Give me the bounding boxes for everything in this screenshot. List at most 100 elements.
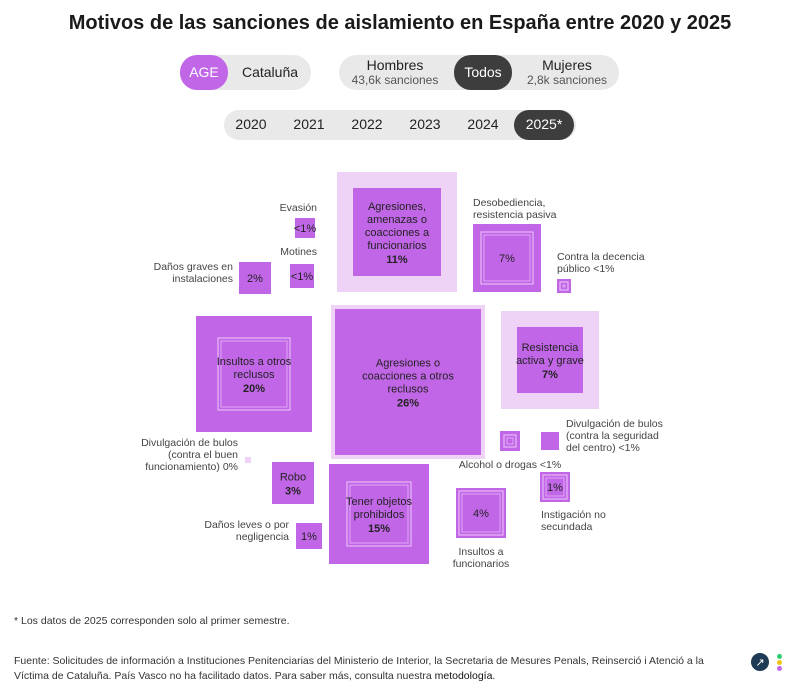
- category-label-with-value: del centro) <1%: [566, 442, 640, 454]
- category-square-ring[interactable]: [506, 437, 514, 445]
- year-option-2022[interactable]: 2022: [340, 110, 394, 140]
- category-label: activa y grave: [516, 355, 584, 367]
- category-square[interactable]: [329, 464, 429, 564]
- brand-dots-icon: [777, 654, 785, 671]
- year-option-2023[interactable]: 2023: [398, 110, 452, 140]
- category-label: funcionarios: [453, 558, 510, 570]
- category-square-ring[interactable]: [562, 284, 566, 288]
- category-square[interactable]: [196, 316, 312, 432]
- category-value: 3%: [285, 486, 301, 498]
- category-square[interactable]: [540, 472, 570, 502]
- category-label: (contra el buen: [168, 449, 238, 461]
- category-square[interactable]: [456, 488, 506, 538]
- category-value: 11%: [386, 254, 408, 266]
- year-label: 2023: [409, 116, 441, 133]
- category-value: 1%: [547, 482, 563, 494]
- gender-option-count: 43,6k sanciones: [351, 72, 439, 87]
- category-label: Evasión: [280, 202, 318, 214]
- category-square-ring[interactable]: [483, 234, 531, 282]
- region-toggle: AGE Cataluña: [180, 55, 311, 90]
- category-square-ring[interactable]: [503, 434, 517, 448]
- footnote: * Los datos de 2025 corresponden solo al…: [14, 615, 290, 627]
- category-label-with-value: público <1%: [557, 263, 615, 275]
- category-value: 4%: [473, 508, 489, 520]
- category-square[interactable]: [335, 309, 481, 455]
- region-option-age[interactable]: AGE: [180, 55, 228, 90]
- gender-option-label: Hombres: [366, 57, 424, 74]
- category-label: Instigación no: [541, 509, 606, 521]
- gender-option-label: Mujeres: [542, 57, 592, 74]
- gender-option-todos[interactable]: Todos: [454, 55, 512, 90]
- category-square-ring[interactable]: [217, 337, 291, 411]
- year-option-2025[interactable]: 2025*: [514, 110, 574, 140]
- source-text: Fuente: Solicitudes de información a Ins…: [14, 655, 704, 682]
- category-square[interactable]: [517, 327, 583, 393]
- category-square-ring[interactable]: [559, 281, 569, 291]
- category-label: Contra la decencia: [557, 251, 645, 263]
- region-option-label: Cataluña: [241, 63, 299, 80]
- category-square-ring[interactable]: [461, 493, 501, 533]
- category-label: Insultos a: [459, 546, 504, 558]
- category-square[interactable]: [353, 188, 441, 276]
- year-option-2020[interactable]: 2020: [224, 110, 278, 140]
- year-label: 2025*: [525, 116, 563, 133]
- source-end: .: [492, 669, 496, 682]
- category-value: 1%: [301, 531, 317, 543]
- year-selector: 2020 2021 2022 2023 2024 2025*: [224, 110, 576, 140]
- category-label-with-value: funcionamiento) 0%: [145, 461, 238, 473]
- category-label: Insultos a otros: [217, 356, 292, 368]
- category-value: 7%: [499, 253, 515, 265]
- category-label: Agresiones,: [368, 201, 426, 213]
- gender-option-count: 2,8k sanciones: [526, 72, 608, 87]
- category-label: (contra la seguridad: [566, 430, 659, 442]
- year-label: 2021: [293, 116, 325, 133]
- category-square-ring[interactable]: [346, 481, 412, 547]
- category-square[interactable]: [557, 279, 571, 293]
- category-square-ring[interactable]: [542, 474, 568, 500]
- category-label: Tener objetos: [346, 496, 413, 508]
- category-square-ring[interactable]: [349, 484, 409, 544]
- category-value: 2%: [247, 273, 263, 285]
- category-label: Motines: [280, 246, 317, 258]
- chart-title: Motivos de las sanciones de aislamiento …: [68, 12, 732, 34]
- gender-toggle: Hombres 43,6k sanciones Todos Mujeres 2,…: [339, 55, 619, 90]
- category-square-ring[interactable]: [220, 340, 288, 408]
- category-square[interactable]: [239, 262, 271, 294]
- category-label: instalaciones: [172, 273, 233, 285]
- year-option-2024[interactable]: 2024: [456, 110, 510, 140]
- category-label: coacciones a otros: [362, 371, 454, 383]
- category-label: Divulgación de bulos: [141, 437, 238, 449]
- category-square[interactable]: [245, 457, 251, 463]
- category-square[interactable]: [272, 462, 314, 504]
- category-square[interactable]: [296, 523, 322, 549]
- category-value: 20%: [243, 383, 265, 395]
- gender-option-mujeres[interactable]: Mujeres 2,8k sanciones: [517, 55, 617, 90]
- category-value: 26%: [397, 398, 419, 410]
- category-square[interactable]: [290, 264, 314, 288]
- year-label: 2022: [351, 116, 383, 133]
- methodology-link[interactable]: metodología: [434, 669, 493, 682]
- external-link-icon[interactable]: ↗: [751, 653, 769, 671]
- year-option-2021[interactable]: 2021: [282, 110, 336, 140]
- category-label: secundada: [541, 521, 593, 533]
- category-label: Divulgación de bulos: [566, 418, 663, 430]
- category-label: Robo: [280, 472, 306, 484]
- category-square[interactable]: [295, 218, 315, 238]
- gender-option-hombres[interactable]: Hombres 43,6k sanciones: [341, 55, 449, 90]
- category-label: Agresiones o: [376, 358, 440, 370]
- category-square-ring[interactable]: [458, 490, 504, 536]
- year-label: 2024: [467, 116, 499, 133]
- category-square-ring[interactable]: [480, 231, 534, 285]
- category-label: Resistencia: [522, 342, 580, 354]
- category-label: funcionarios: [367, 240, 427, 252]
- category-value: <1%: [294, 223, 317, 235]
- category-square[interactable]: [541, 432, 559, 450]
- category-label: reclusos: [388, 384, 429, 396]
- category-label: coacciones a: [365, 227, 430, 239]
- category-label: Daños graves en: [154, 261, 234, 273]
- category-square[interactable]: [500, 431, 520, 451]
- region-option-cataluna[interactable]: Cataluña: [232, 55, 308, 90]
- category-square-ring[interactable]: [545, 477, 565, 497]
- region-option-label: AGE: [189, 63, 219, 80]
